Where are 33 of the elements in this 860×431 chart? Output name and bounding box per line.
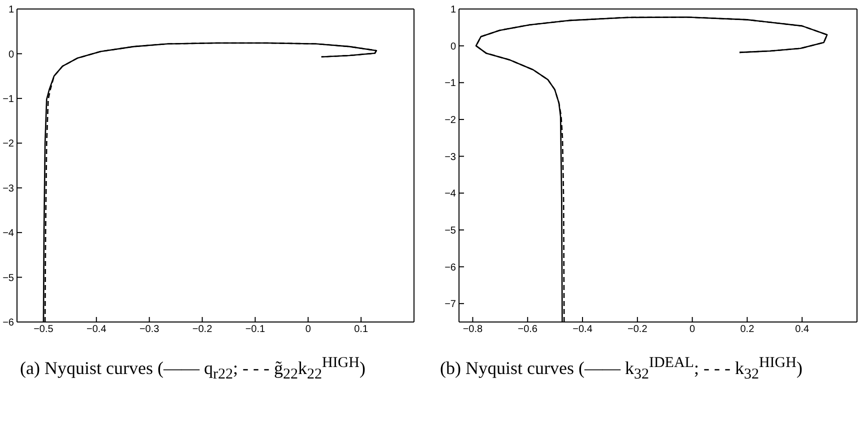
- y-tick-label: 1: [450, 4, 456, 16]
- y-tick-label: 1: [8, 4, 14, 16]
- x-tick-label: −0.5: [34, 324, 54, 336]
- x-tick-label: −0.6: [518, 324, 538, 336]
- y-tick-label: −4: [444, 188, 456, 200]
- x-tick-label: −0.8: [462, 324, 484, 336]
- y-tick-label: 0: [8, 49, 14, 60]
- text: (a) Nyquist curves (—— q$_{r22}$; - - - g̃$_{22}$k$_{22}$$^{HIGH}$): [20, 354, 366, 385]
- x-tick-label: −0.1: [245, 324, 266, 336]
- text: (b) Nyquist curves (—— k$_{32}$$^{IDEAL}$; - - - k$_{32}$$^{HIGH}$): [440, 354, 804, 385]
- x-tick-label: −0.4: [572, 324, 593, 336]
- y-tick-label: −2: [444, 115, 456, 126]
- y-tick-label: −7: [444, 299, 456, 310]
- x-tick-label: 0: [690, 324, 696, 336]
- y-tick-label: −5: [2, 272, 14, 284]
- x-tick-label: 0.4: [795, 324, 810, 336]
- y-tick-label: −6: [444, 262, 456, 274]
- y-tick-label: −3: [444, 152, 456, 163]
- y-tick-label: 0: [450, 41, 456, 52]
- y-tick-label: −5: [444, 225, 456, 236]
- x-tick-label: 0.1: [354, 324, 368, 336]
- y-tick-label: −2: [2, 138, 14, 150]
- y-tick-label: −1: [2, 94, 14, 105]
- x-tick-label: −0.2: [628, 324, 648, 336]
- y-tick-label: −6: [2, 318, 14, 329]
- x-tick-label: 0: [305, 324, 312, 336]
- y-tick-label: −1: [444, 78, 456, 90]
- y-tick-label: −3: [2, 183, 14, 194]
- x-tick-label: −0.2: [192, 324, 213, 336]
- x-tick-label: −0.3: [139, 324, 160, 336]
- y-tick-label: −4: [2, 228, 14, 240]
- x-tick-label: 0.2: [740, 324, 755, 336]
- x-tick-label: −0.4: [86, 324, 107, 336]
